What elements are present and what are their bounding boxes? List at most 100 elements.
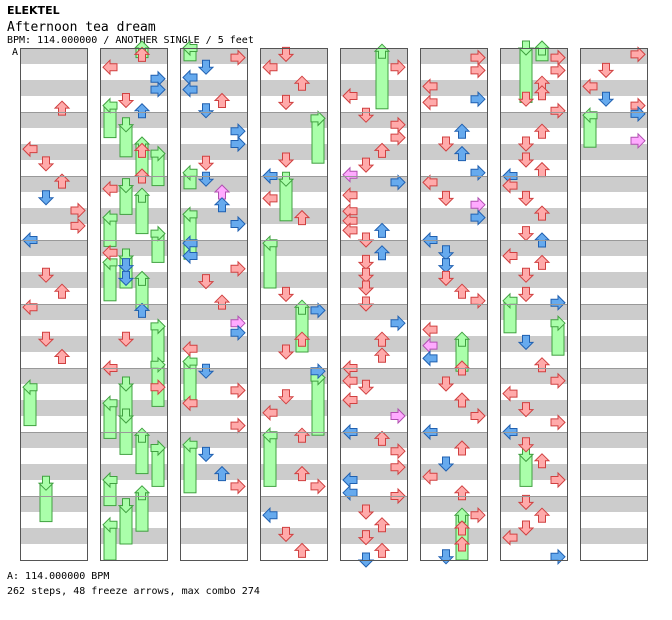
freeze-head — [117, 117, 135, 133]
down-arrow — [197, 274, 215, 290]
right-arrow — [230, 478, 246, 495]
beat-stripe — [260, 208, 328, 224]
down-arrow — [437, 456, 455, 472]
left-arrow — [582, 78, 598, 95]
down-arrow — [517, 190, 535, 207]
down-arrow — [37, 267, 55, 283]
left-arrow — [422, 94, 438, 111]
down-arrow — [197, 363, 215, 379]
left-arrow — [22, 140, 38, 158]
freeze-head — [262, 234, 278, 252]
freeze-arrow — [133, 485, 151, 532]
right-arrow — [230, 260, 246, 278]
up-arrow — [373, 222, 391, 238]
down-arrow — [277, 286, 295, 303]
beat-stripe — [20, 496, 88, 512]
down-arrow — [37, 190, 55, 206]
up-arrow — [213, 197, 231, 213]
beat-stripe — [20, 272, 88, 288]
beat-stripe — [580, 208, 648, 224]
speed-change-marker: A — [12, 47, 19, 58]
beat-stripe — [580, 464, 648, 480]
freeze-arrow — [102, 254, 118, 302]
down-arrow — [517, 136, 535, 152]
freeze-arrow — [150, 439, 166, 487]
freeze-arrow — [182, 164, 198, 190]
freeze-arrow — [182, 39, 198, 62]
down-arrow — [597, 62, 615, 79]
freeze-arrow — [517, 446, 535, 487]
down-arrow — [357, 530, 375, 546]
left-arrow — [182, 81, 198, 98]
beat-stripe — [340, 336, 408, 352]
down-arrow — [117, 258, 135, 274]
down-arrow — [197, 446, 215, 463]
beat-stripe — [420, 112, 488, 128]
beat-stripe — [20, 368, 88, 384]
beat-stripe — [100, 112, 168, 128]
freeze-arrow — [117, 117, 135, 158]
up-arrow — [293, 331, 311, 347]
down-arrow — [437, 136, 455, 152]
beat-stripe — [580, 528, 648, 544]
left-arrow — [502, 247, 518, 265]
right-arrow — [470, 407, 486, 425]
chart-footer: A: 114.000000 BPM 262 steps, 48 freeze a… — [7, 569, 260, 599]
freeze-arrow — [133, 427, 151, 475]
freeze-head — [133, 187, 151, 203]
freeze-arrow — [150, 225, 166, 263]
down-arrow — [517, 437, 535, 453]
right-arrow — [230, 417, 246, 434]
beat-stripe — [180, 496, 248, 512]
down-arrow — [517, 520, 535, 536]
freeze-arrow — [277, 171, 295, 222]
right-arrow — [470, 62, 486, 79]
up-arrow — [533, 161, 551, 178]
up-arrow — [293, 427, 311, 443]
freeze-arrow — [310, 110, 326, 164]
right-arrow — [310, 302, 326, 319]
beat-stripe — [580, 368, 648, 384]
freeze-arrow — [133, 187, 151, 235]
right-arrow — [470, 209, 486, 226]
up-arrow — [53, 283, 71, 299]
beat-stripe — [420, 496, 488, 512]
down-arrow — [357, 157, 375, 173]
right-arrow — [150, 81, 166, 98]
freeze-head — [102, 209, 118, 226]
up-arrow — [533, 507, 551, 523]
freeze-arrow — [182, 353, 198, 401]
up-arrow — [213, 92, 231, 108]
left-arrow — [182, 340, 198, 358]
down-arrow — [517, 152, 535, 168]
right-arrow — [390, 129, 406, 146]
beat-stripe — [180, 368, 248, 384]
down-arrow — [197, 171, 215, 187]
up-arrow — [373, 517, 391, 533]
beat-stripe — [580, 496, 648, 512]
up-arrow — [133, 302, 151, 318]
beat-stripe — [20, 400, 88, 416]
freeze-arrow — [37, 475, 55, 523]
left-arrow — [182, 247, 198, 265]
freeze-arrow — [150, 145, 166, 187]
beat-stripe — [180, 112, 248, 128]
left-arrow — [262, 506, 278, 524]
down-arrow — [197, 155, 215, 171]
up-arrow — [133, 142, 151, 158]
down-arrow — [37, 331, 55, 347]
left-arrow — [342, 87, 358, 105]
down-arrow — [357, 254, 375, 271]
beat-stripe — [180, 272, 248, 288]
freeze-head — [182, 436, 198, 454]
left-arrow — [342, 222, 358, 239]
beat-stripe — [580, 304, 648, 320]
beat-stripe — [100, 336, 168, 352]
freeze-arrow — [117, 408, 135, 455]
down-arrow — [117, 331, 135, 347]
down-arrow — [277, 389, 295, 405]
up-arrow — [293, 465, 311, 482]
beat-stripe — [340, 272, 408, 288]
left-arrow — [422, 321, 438, 338]
up-arrow — [293, 542, 311, 558]
